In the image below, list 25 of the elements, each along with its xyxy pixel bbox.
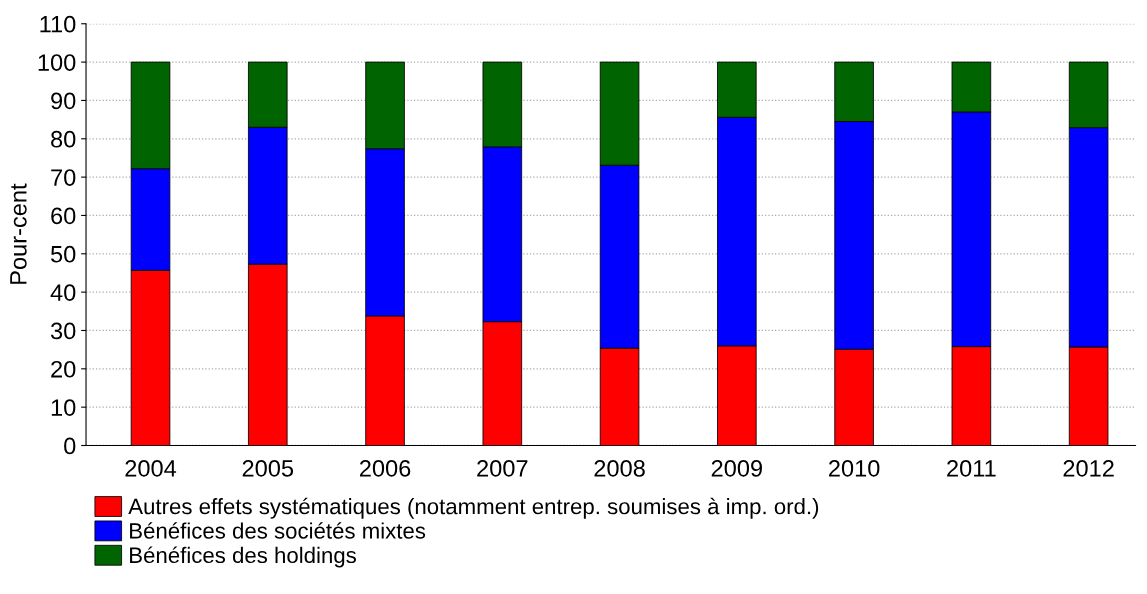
legend-label: Bénéfices des holdings (130, 546, 356, 568)
y-tick-label: 20 (51, 360, 76, 378)
y-axis-title: Pour-cent (10, 183, 27, 284)
x-tick-label: 2010 (829, 460, 880, 477)
y-tick-label: 60 (51, 207, 76, 225)
y-tick-label: 30 (50, 322, 76, 340)
x-tick-label: 2006 (359, 460, 411, 477)
x-tick-label: 2005 (242, 460, 294, 477)
y-tick-label: 40 (50, 284, 76, 301)
x-tick-label: 2011 (947, 460, 996, 477)
y-tick-label: 70 (51, 169, 76, 186)
x-tick-label: 2009 (711, 460, 762, 477)
y-tick-label: 90 (51, 92, 76, 110)
y-tick-label: 0 (64, 437, 76, 455)
y-tick-label: 80 (51, 130, 76, 148)
legend-label: Bénéfices des sociétés mixtes (130, 522, 426, 539)
y-tick-label: 50 (50, 245, 76, 263)
y-tick-label: 10 (51, 399, 76, 416)
x-tick-label: 2008 (594, 460, 645, 477)
y-tick-label: 110 (40, 15, 76, 33)
x-tick-label: 2004 (125, 460, 177, 477)
y-tick-label: 100 (38, 54, 76, 71)
x-tick-label: 2007 (477, 460, 528, 477)
legend-label: Autres effets systématiques (notamment entrep. soumises à imp. ord.) (128, 497, 819, 519)
x-tick-label: 2012 (1063, 460, 1114, 477)
